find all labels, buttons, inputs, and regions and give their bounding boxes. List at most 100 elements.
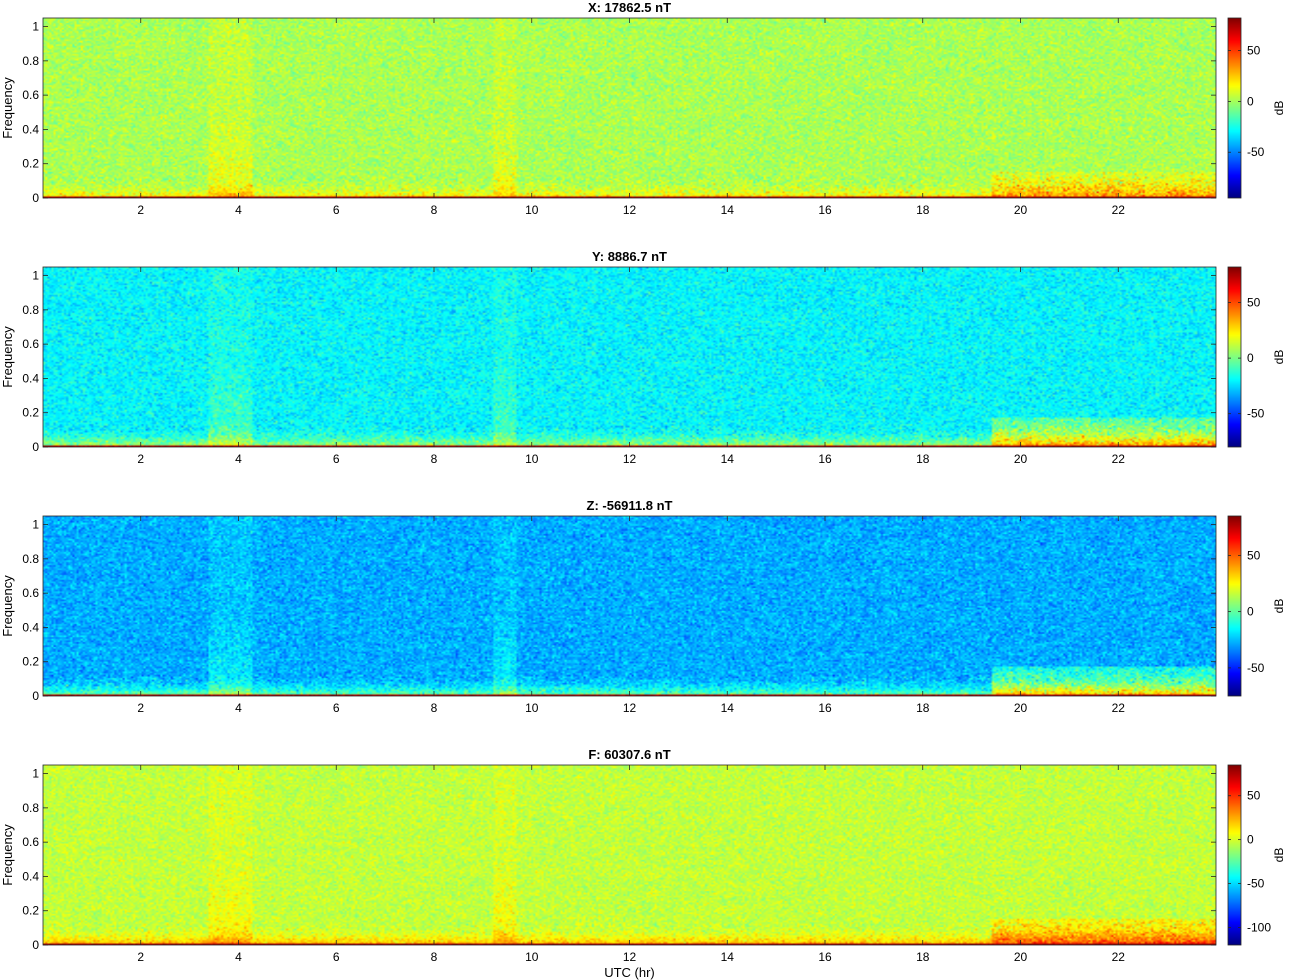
colorbar-tick-label: -100 [1247, 920, 1271, 934]
spectrogram-image [43, 267, 1216, 447]
spectrogram-image [43, 516, 1216, 696]
y-tick-label: 0.8 [22, 801, 39, 815]
colorbar-tick-label: 0 [1247, 351, 1254, 365]
x-tick-label: 4 [235, 452, 242, 466]
y-tick-label: 1 [32, 269, 39, 283]
colorbar-tick-label: -50 [1247, 877, 1265, 891]
x-tick-label: 10 [525, 701, 539, 715]
y-axis-label: Frequency [0, 824, 15, 886]
panel-title: X: 17862.5 nT [588, 0, 671, 15]
x-tick-label: 6 [333, 452, 340, 466]
colorbar-frame [1227, 17, 1242, 199]
x-tick-label: 22 [1112, 701, 1126, 715]
x-tick-label: 16 [818, 950, 832, 964]
colorbar-tick-label: 50 [1247, 44, 1261, 58]
x-tick-label: 4 [235, 203, 242, 217]
colorbar-label: dB [1272, 848, 1286, 863]
y-tick-label: 0.2 [22, 157, 39, 171]
x-tick-label: 14 [721, 701, 735, 715]
y-tick-label: 0 [32, 191, 39, 205]
y-tick-label: 1 [32, 20, 39, 34]
x-tick-label: 14 [721, 203, 735, 217]
spectrogram-image [43, 18, 1216, 198]
y-tick-label: 1 [32, 518, 39, 532]
x-tick-label: 6 [333, 203, 340, 217]
colorbar-tick-label: 0 [1247, 94, 1254, 108]
colorbar-frame [1227, 515, 1242, 697]
x-tick-label: 16 [818, 452, 832, 466]
x-tick-label: 18 [916, 203, 930, 217]
y-axis-label: Frequency [0, 326, 15, 388]
spectrogram-image [43, 765, 1216, 945]
x-tick-label: 8 [431, 203, 438, 217]
y-tick-label: 0.2 [22, 406, 39, 420]
y-tick-label: 1 [32, 767, 39, 781]
x-tick-label: 20 [1014, 701, 1028, 715]
x-tick-label: 4 [235, 950, 242, 964]
y-tick-label: 0 [32, 689, 39, 703]
x-tick-label: 12 [623, 950, 637, 964]
x-tick-label: 2 [137, 452, 144, 466]
y-tick-label: 0.4 [22, 371, 39, 385]
x-tick-label: 10 [525, 203, 539, 217]
colorbar-gradient [1228, 267, 1241, 447]
colorbar-tick-label: -50 [1247, 407, 1265, 421]
x-tick-label: 20 [1014, 452, 1028, 466]
x-tick-label: 10 [525, 950, 539, 964]
x-tick-label: 18 [916, 701, 930, 715]
x-tick-label: 22 [1112, 950, 1126, 964]
colorbar-tick-label: -50 [1247, 145, 1265, 159]
y-tick-label: 0.4 [22, 122, 39, 136]
x-tick-label: 18 [916, 950, 930, 964]
x-tick-label: 8 [431, 701, 438, 715]
y-tick-label: 0.6 [22, 88, 39, 102]
y-tick-label: 0.2 [22, 655, 39, 669]
colorbar-gradient [1228, 765, 1241, 945]
colorbar-gradient [1228, 18, 1241, 198]
y-tick-label: 0.6 [22, 586, 39, 600]
colorbar-frame [1227, 266, 1242, 448]
x-tick-label: 6 [333, 950, 340, 964]
panel-title: F: 60307.6 nT [588, 747, 670, 762]
x-tick-label: 14 [721, 950, 735, 964]
x-tick-label: 12 [623, 452, 637, 466]
y-tick-label: 0.6 [22, 337, 39, 351]
x-tick-label: 20 [1014, 950, 1028, 964]
colorbar-tick-label: 0 [1247, 833, 1254, 847]
y-tick-label: 0.8 [22, 303, 39, 317]
x-tick-label: 4 [235, 701, 242, 715]
colorbar-label: dB [1272, 101, 1286, 116]
y-tick-label: 0.4 [22, 869, 39, 883]
y-tick-label: 0 [32, 440, 39, 454]
x-tick-label: 22 [1112, 203, 1126, 217]
colorbar-label: dB [1272, 599, 1286, 614]
y-tick-label: 0.2 [22, 904, 39, 918]
colorbar-tick-label: 50 [1247, 548, 1261, 562]
x-tick-label: 22 [1112, 452, 1126, 466]
x-tick-label: 18 [916, 452, 930, 466]
x-tick-label: 2 [137, 701, 144, 715]
x-tick-label: 16 [818, 701, 832, 715]
x-tick-label: 2 [137, 203, 144, 217]
x-tick-label: 10 [525, 452, 539, 466]
colorbar-gradient [1228, 516, 1241, 696]
x-tick-label: 8 [431, 950, 438, 964]
colorbar-label: dB [1272, 350, 1286, 365]
x-tick-label: 16 [818, 203, 832, 217]
x-tick-label: 20 [1014, 203, 1028, 217]
x-tick-label: 2 [137, 950, 144, 964]
panel-title: Z: -56911.8 nT [587, 498, 673, 513]
colorbar-tick-label: -50 [1247, 661, 1265, 675]
x-axis-label: UTC (hr) [604, 965, 655, 980]
colorbar-tick-label: 0 [1247, 605, 1254, 619]
colorbar-frame [1227, 764, 1242, 946]
y-tick-label: 0.4 [22, 620, 39, 634]
x-tick-label: 14 [721, 452, 735, 466]
colorbar-tick-label: 50 [1247, 296, 1261, 310]
x-tick-label: 8 [431, 452, 438, 466]
panel-title: Y: 8886.7 nT [592, 249, 667, 264]
colorbar-tick-label: 50 [1247, 789, 1261, 803]
y-axis-label: Frequency [0, 77, 15, 139]
x-tick-label: 6 [333, 701, 340, 715]
